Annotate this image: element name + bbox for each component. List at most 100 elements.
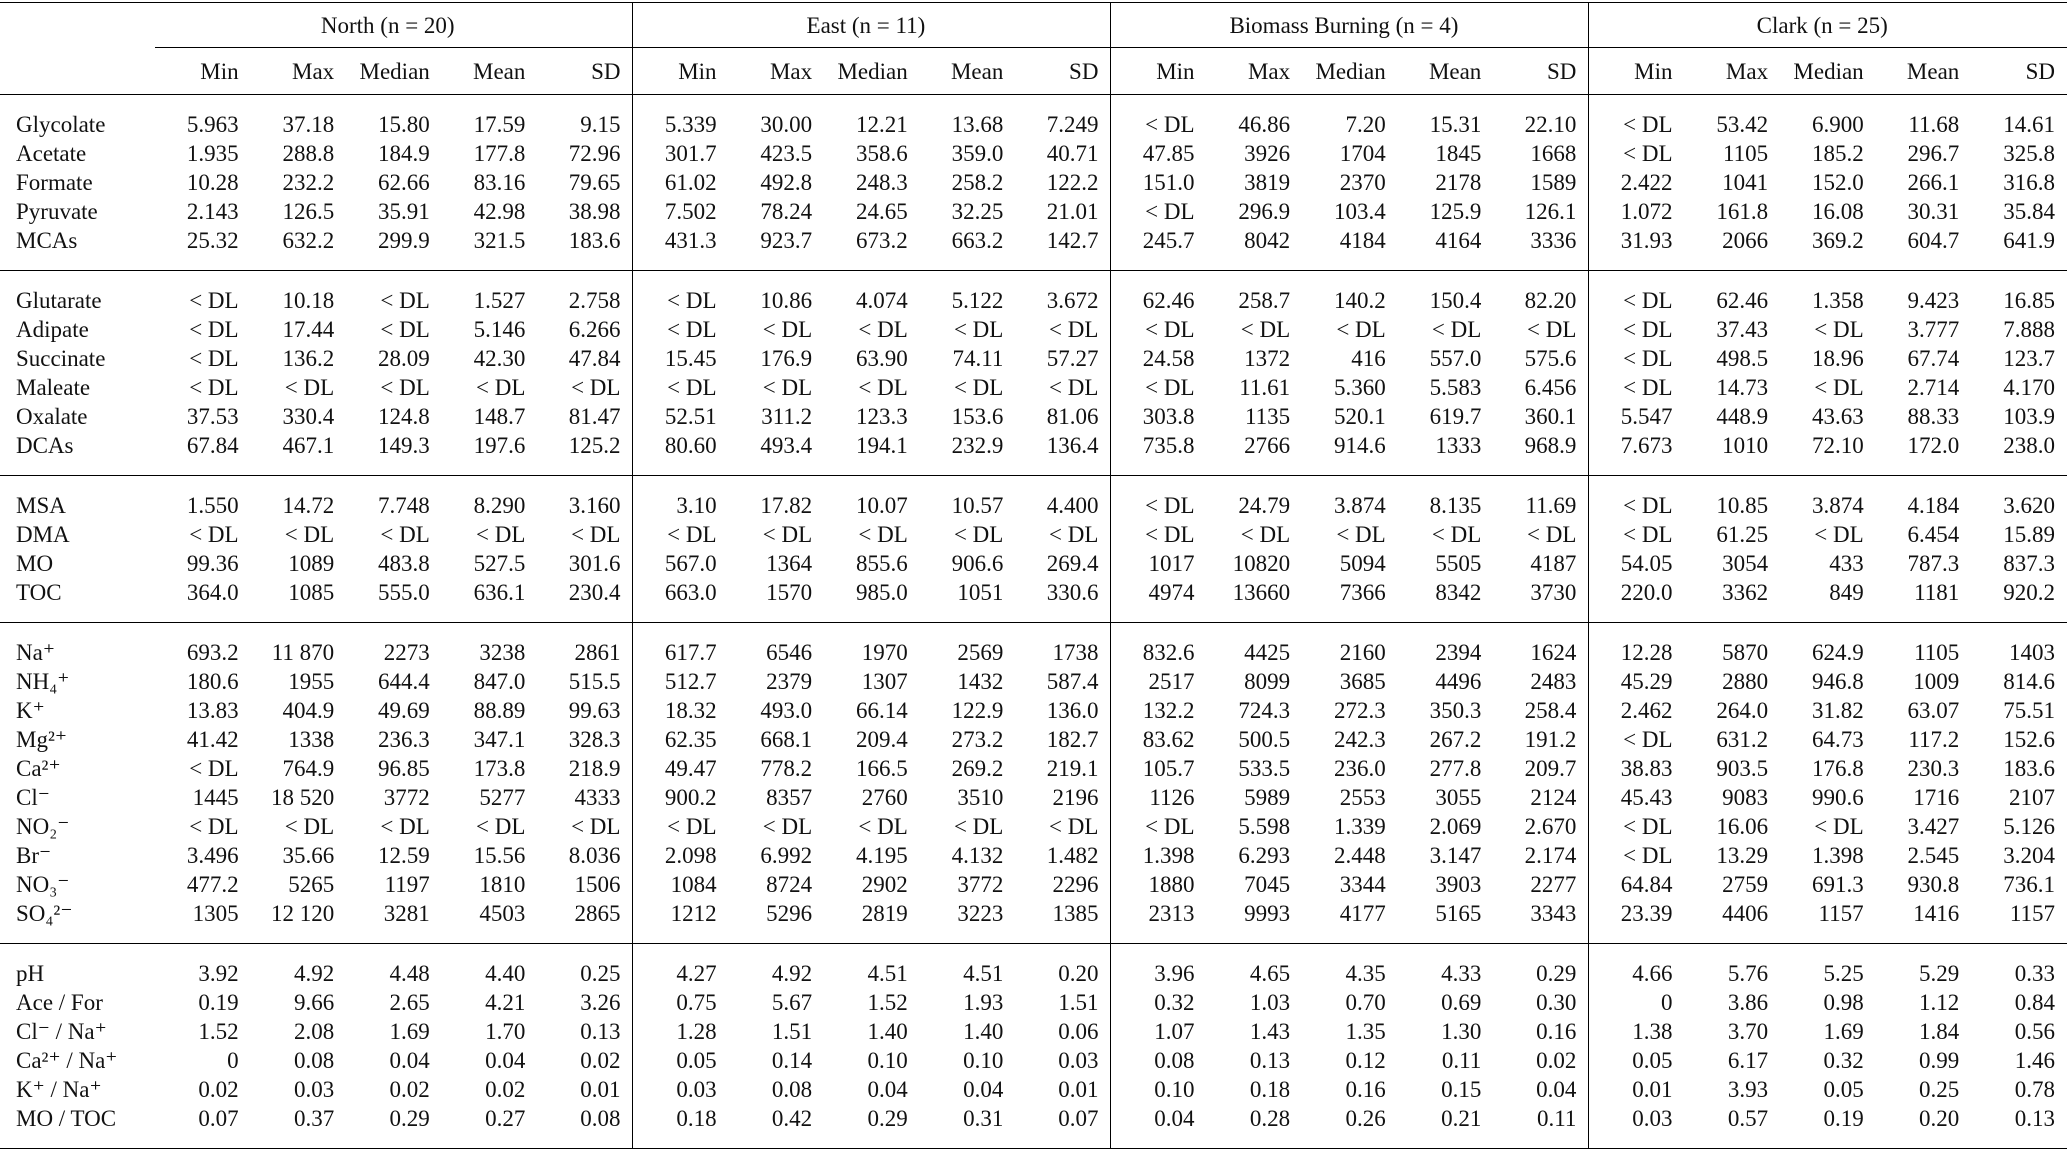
cell: 8042 [1206,226,1303,271]
cell: 264.0 [1716,698,1769,723]
cell: 431.3 [632,226,729,271]
cell: 43.63 [1811,404,1864,429]
table-row: Oxalate 37.53 330.4 124.8 148.7 81.47 52.51 311… [0,402,2067,431]
cell: 67.74 [1907,346,1960,371]
cell: 15.80 [378,112,430,137]
cell: 220.0 [1588,578,1685,623]
cell: 82.20 [1524,288,1577,313]
stat-header: SD [537,47,633,95]
cell: < DL [632,373,729,402]
cell: 4184 [1302,226,1398,271]
cell: 2861 [574,640,621,665]
cell: 1.43 [1249,1019,1291,1044]
cell: 83.16 [473,170,526,195]
cell: 0.04 [963,1077,1004,1102]
cell: 3336 [1493,226,1589,271]
row-label: Acetate [16,141,87,166]
cell: 5505 [1435,551,1482,576]
cell: 1.40 [867,1019,908,1044]
stat-header: Max [1206,47,1303,95]
cell: < DL [1588,812,1685,841]
stat-header: Mean [919,47,1016,95]
cell: 2760 [861,785,908,810]
cell: 38.98 [568,199,621,224]
cell: < DL [1588,270,1685,315]
cell: 267.2 [1429,727,1482,752]
cell: 0.20 [1058,961,1099,986]
cell: 13.29 [1716,843,1769,868]
stat-header: Median [1780,47,1876,95]
cell: 5.67 [771,990,813,1015]
cell: 161.8 [1716,199,1769,224]
cell: 1105 [1914,640,1960,665]
cell: 7.502 [632,197,729,226]
cell: 1.482 [1046,843,1099,868]
cell: 2379 [766,669,813,694]
cell: < DL [380,375,430,400]
cell: 13.83 [186,698,239,723]
cell: 209.7 [1524,756,1577,781]
cell: 1432 [957,669,1004,694]
cell: < DL [475,375,526,400]
cell: 0.33 [2014,961,2055,986]
cell: 0.29 [1536,961,1577,986]
stat-header: Min [155,47,251,95]
cell: 316.8 [2003,170,2055,195]
cell: 631.2 [1716,727,1769,752]
cell: 8099 [1244,669,1291,694]
table-row: K⁺ 13.83 404.9 49.69 88.89 99.63 18.32 493.0 66.… [0,696,2067,725]
cell: 1416 [1875,899,1972,944]
cell: 5.146 [473,317,526,342]
cell: 2.143 [186,199,239,224]
cell: 0.32 [1110,988,1207,1017]
cell: 72.96 [568,141,621,166]
cell: < DL [1049,375,1099,400]
cell: 724.3 [1238,698,1291,723]
cell: < DL [762,522,813,547]
cell: 6.17 [1727,1048,1769,1073]
table-row: MCAs 25.32 632.2 299.9 321.5 183.6 431.3 923.7 6… [0,226,2067,271]
stat-header: Mean [441,47,538,95]
stat-header: Max [250,47,347,95]
cell: 1385 [1015,899,1111,944]
cell: 2313 [1110,899,1207,944]
cell: 920.2 [1971,578,2067,623]
cell: 663.0 [632,578,729,623]
row-label: Ca²⁺ [16,756,61,781]
cell: 61.02 [632,168,729,197]
cell: 176.8 [1811,756,1864,781]
cell: 1.46 [2014,1048,2055,1073]
cell: < DL [284,522,335,547]
cell: 493.4 [728,431,825,476]
cell: 1085 [250,578,347,623]
cell: 7.249 [1046,112,1099,137]
cell: 41.42 [186,727,239,752]
cell: 40.71 [1046,141,1099,166]
cell: < DL [284,375,335,400]
cell: 1364 [766,551,813,576]
cell: 11 870 [271,640,335,665]
cell: 1.69 [1823,1019,1864,1044]
cell: 2553 [1339,785,1386,810]
cell: 2370 [1339,170,1386,195]
row-label: NH₄⁺ [16,669,70,694]
cell: 14.61 [2003,112,2055,137]
cell: 4.66 [1588,943,1685,988]
cell: 423.5 [760,141,813,166]
cell: 3926 [1244,141,1291,166]
cell: 232.9 [919,431,1016,476]
stat-header: Min [1110,47,1207,95]
cell: 1.70 [485,1019,526,1044]
cell: 7366 [1302,578,1398,623]
cell: < DL [632,520,729,549]
cell: 191.2 [1524,727,1577,752]
cell: < DL [1049,814,1099,839]
cell: 5.29 [1919,961,1960,986]
cell: 5.583 [1429,375,1482,400]
cell: 142.7 [1015,226,1111,271]
cell: 2196 [1052,785,1099,810]
row-label: Formate [16,170,93,195]
table-row: Formate 10.28 232.2 62.66 83.16 79.65 61.02 492… [0,168,2067,197]
cell: 17.44 [282,317,335,342]
